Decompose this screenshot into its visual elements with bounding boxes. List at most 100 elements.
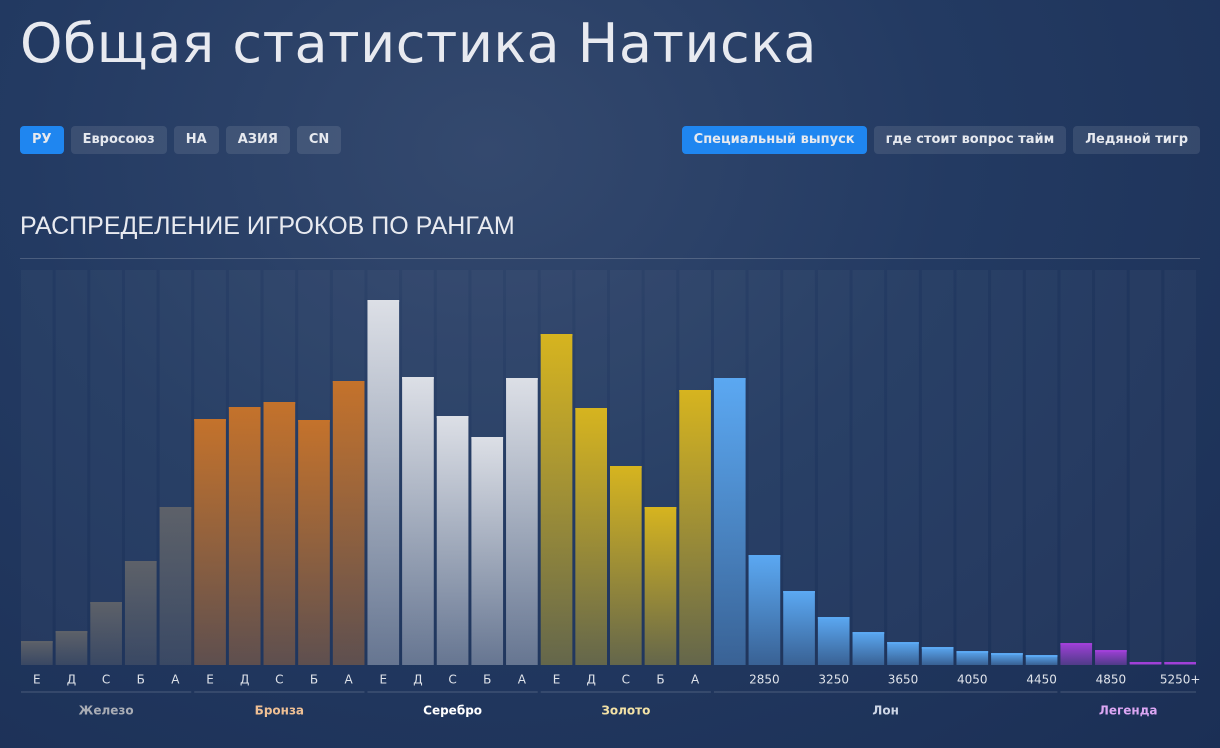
tab-button[interactable]: АЗИЯ <box>225 126 290 154</box>
x-tick-label: А <box>518 673 527 687</box>
bar-cap <box>55 631 88 633</box>
x-tick-label: Е <box>379 673 387 687</box>
bar <box>436 416 469 665</box>
bar-cap <box>298 420 330 422</box>
x-tick-label: Д <box>67 673 76 687</box>
bar-track <box>818 270 850 665</box>
bar <box>90 602 122 665</box>
bar-cap <box>1129 662 1162 664</box>
bar-track <box>1095 270 1127 665</box>
x-tick-label: Д <box>240 673 249 687</box>
bar-cap <box>679 390 711 392</box>
bar <box>852 632 885 665</box>
bar <box>159 507 192 665</box>
bar-cap <box>228 407 261 409</box>
bar <box>679 390 711 665</box>
bar-track <box>21 270 53 665</box>
bar-cap <box>575 408 607 410</box>
bar <box>540 334 573 665</box>
tab-button[interactable]: РУ <box>20 126 64 154</box>
tab-button[interactable]: Евросоюз <box>70 126 167 154</box>
bar-cap <box>1025 655 1058 657</box>
bar <box>887 642 919 665</box>
bar <box>748 555 781 665</box>
bar-cap <box>21 641 53 643</box>
bar-cap <box>852 632 885 634</box>
bar <box>263 402 296 665</box>
tab-button[interactable]: где стоит вопрос тайм <box>873 126 1067 154</box>
bar-cap <box>644 507 677 509</box>
bar-cap <box>887 642 919 644</box>
bar <box>991 653 1023 665</box>
bar-track <box>956 270 988 665</box>
bar-cap <box>90 602 122 604</box>
x-tick-label: Б <box>656 673 664 687</box>
bar-track <box>56 270 88 665</box>
tab-button[interactable]: CN <box>296 126 342 154</box>
tab-button[interactable]: НА <box>173 126 219 154</box>
bar <box>194 419 226 665</box>
bar-track <box>991 270 1023 665</box>
x-tick-label: Д <box>413 673 422 687</box>
group-label: Лон <box>872 704 899 718</box>
bar-cap <box>367 300 400 302</box>
bar-cap <box>402 377 434 379</box>
x-tick-label: С <box>102 673 110 687</box>
x-tick-label: Е <box>33 673 41 687</box>
bar-track <box>853 270 885 665</box>
bar <box>1095 650 1127 665</box>
page-title: Общая статистика Натиска <box>20 12 817 75</box>
bar <box>332 381 365 665</box>
bar <box>21 641 53 665</box>
group-label: Серебро <box>423 704 482 718</box>
tab-button[interactable]: Специальный выпуск <box>681 126 867 154</box>
x-tick-label: А <box>171 673 180 687</box>
x-tick-label: С <box>448 673 456 687</box>
bar-cap <box>1164 662 1196 664</box>
bar-track <box>1130 270 1162 665</box>
x-tick-label: Б <box>483 673 491 687</box>
bar-cap <box>991 653 1023 655</box>
bar <box>921 647 954 665</box>
bar-cap <box>713 378 746 380</box>
x-tick-label: А <box>691 673 700 687</box>
bar <box>402 377 434 665</box>
bar-cap <box>436 416 469 418</box>
bar <box>471 437 504 665</box>
tab-button[interactable]: Ледяной тигр <box>1073 126 1200 154</box>
region-tabs: РУ Евросоюз НА АЗИЯ CN <box>20 126 342 154</box>
bar <box>298 420 330 665</box>
x-tick-label: Д <box>586 673 595 687</box>
x-tick-label: 4050 <box>957 673 988 687</box>
bar-cap <box>1095 650 1127 652</box>
x-tick-label: Б <box>310 673 318 687</box>
bar-cap <box>263 402 296 404</box>
bar-cap <box>610 466 642 468</box>
bar-cap <box>783 591 815 593</box>
bar <box>783 591 815 665</box>
x-tick-label: С <box>622 673 630 687</box>
bar <box>55 631 88 665</box>
group-label: Легенда <box>1099 704 1158 718</box>
x-tick-label: 5250+ <box>1160 673 1201 687</box>
bar <box>610 466 642 665</box>
season-tabs: Специальный выпуск где стоит вопрос тайм Л… <box>681 126 1200 154</box>
bar <box>575 408 607 665</box>
group-label: Золото <box>601 704 650 718</box>
chart-title: РАСПРЕДЕЛЕНИЕ ИГРОКОВ ПО РАНГАМ <box>20 212 515 240</box>
x-tick-label: Б <box>137 673 145 687</box>
bar-track <box>887 270 919 665</box>
x-tick-label: 3650 <box>888 673 919 687</box>
bar-cap <box>159 507 192 509</box>
bar <box>124 561 157 665</box>
x-tick-label: А <box>345 673 354 687</box>
bar <box>644 507 677 665</box>
bar <box>506 378 538 665</box>
bar <box>956 651 989 665</box>
bar <box>367 300 400 665</box>
x-tick-label: С <box>275 673 283 687</box>
bar-cap <box>748 555 781 557</box>
bar-cap <box>956 651 989 653</box>
x-tick-label: 4850 <box>1096 673 1127 687</box>
bar-track <box>922 270 954 665</box>
